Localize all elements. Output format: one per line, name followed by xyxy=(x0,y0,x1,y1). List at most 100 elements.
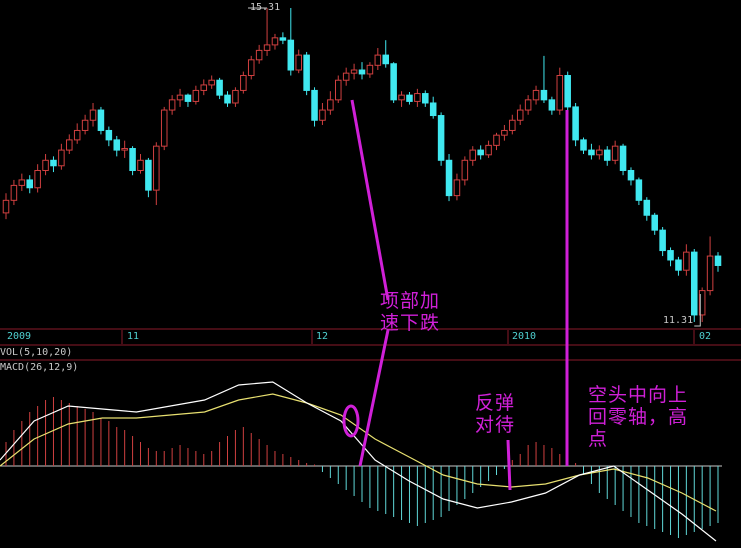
candle-up xyxy=(516,109,524,121)
candle-up xyxy=(232,89,239,104)
candle-down xyxy=(390,63,397,101)
candle-up xyxy=(342,72,350,81)
candle-up xyxy=(295,54,302,71)
candle-up xyxy=(255,49,263,61)
candle-up xyxy=(706,255,714,292)
candle-up xyxy=(698,290,706,316)
candle-up xyxy=(509,119,516,131)
candle-down xyxy=(216,79,223,96)
candle-up xyxy=(208,79,215,86)
vol-indicator-label: VOL(5,10,20) xyxy=(0,347,73,358)
min-price-label: 11.31 xyxy=(663,315,694,326)
candle-up xyxy=(160,109,168,147)
candle-up xyxy=(66,139,73,151)
candle-up xyxy=(200,84,208,91)
candle-up xyxy=(596,149,603,156)
candle-up xyxy=(10,184,18,201)
candle-down xyxy=(145,159,152,191)
annotation-zero-axis: 空头中向上 回零轴，高 点 xyxy=(588,384,688,450)
candle-down xyxy=(437,115,445,161)
candle-up xyxy=(501,129,508,136)
candle-up xyxy=(469,149,477,161)
candle-down xyxy=(675,259,682,271)
candle-up xyxy=(683,251,690,271)
candle-up xyxy=(2,199,10,214)
candle-up xyxy=(319,109,326,121)
x-tick-label: 2010 xyxy=(512,331,537,342)
candle-up xyxy=(247,59,255,77)
candle-up xyxy=(137,159,144,171)
candle-up xyxy=(461,159,469,181)
annotation-arrow xyxy=(506,439,512,491)
candle-up xyxy=(414,93,421,102)
candle-up xyxy=(34,169,41,189)
candle-up xyxy=(192,89,200,102)
x-tick-label: 02 xyxy=(699,331,712,342)
candle-down xyxy=(659,229,666,252)
candle-up xyxy=(350,69,358,74)
candle-up xyxy=(524,99,532,111)
annotation-top-decline: 项部加 速下跌 xyxy=(380,290,440,334)
macd-indicator-label: MACD(26,12,9) xyxy=(0,362,79,373)
max-price-label: 15.31 xyxy=(250,2,281,13)
candle-down xyxy=(588,149,595,156)
candle-up xyxy=(18,179,26,186)
candle-down xyxy=(643,199,651,216)
candle-up xyxy=(58,149,65,167)
candle-up xyxy=(366,64,374,75)
candle-down xyxy=(97,109,105,131)
candle-up xyxy=(121,148,128,151)
candle-down xyxy=(429,102,437,117)
candle-down xyxy=(580,139,587,151)
candle-up xyxy=(485,144,492,156)
annotation-line: 对待 xyxy=(475,414,516,436)
candle-down xyxy=(50,159,57,167)
annotation-line: 反弹 xyxy=(475,392,516,414)
candle-down xyxy=(279,37,287,41)
candle-up xyxy=(611,145,619,161)
candle-down xyxy=(224,94,231,104)
candle-up xyxy=(42,159,49,171)
candle-down xyxy=(619,145,627,171)
candle-down xyxy=(477,149,484,156)
candle-up xyxy=(263,44,271,51)
candle-down xyxy=(358,69,366,75)
candle-up xyxy=(81,119,89,131)
candle-down xyxy=(445,159,453,197)
annotation-circle xyxy=(342,404,360,438)
candle-down xyxy=(635,179,643,201)
candle-down xyxy=(714,255,722,266)
candle-up xyxy=(240,75,247,91)
candle-up xyxy=(168,99,176,111)
candle-up xyxy=(374,54,382,66)
candle-down xyxy=(406,94,413,102)
candle-down xyxy=(690,251,698,316)
annotation-arrow xyxy=(350,99,390,301)
candle-down xyxy=(113,139,121,151)
x-tick-label: 2009 xyxy=(7,331,32,342)
candle-down xyxy=(287,39,295,71)
annotation-line: 项部加 xyxy=(380,290,441,312)
candle-down xyxy=(303,54,310,91)
candle-down xyxy=(129,148,136,171)
candle-up xyxy=(176,94,184,101)
candle-down xyxy=(26,179,34,189)
candle-down xyxy=(540,89,548,101)
candle-down xyxy=(184,94,192,102)
min-price-leader xyxy=(694,294,701,327)
macd-dif-line xyxy=(0,381,717,542)
x-tick-label: 11 xyxy=(127,331,140,342)
candle-up xyxy=(398,94,405,101)
candle-down xyxy=(603,149,611,161)
candle-up xyxy=(271,37,279,46)
annotation-line: 空头中向上 xyxy=(588,384,689,406)
candle-down xyxy=(422,93,429,104)
annotation-arrow xyxy=(358,329,390,467)
annotation-line: 点 xyxy=(588,428,609,450)
annotation-line: 回零轴，高 xyxy=(588,406,689,428)
candle-up xyxy=(334,79,342,101)
candle-up xyxy=(153,145,160,191)
candle-up xyxy=(327,99,334,111)
candle-down xyxy=(548,99,556,111)
